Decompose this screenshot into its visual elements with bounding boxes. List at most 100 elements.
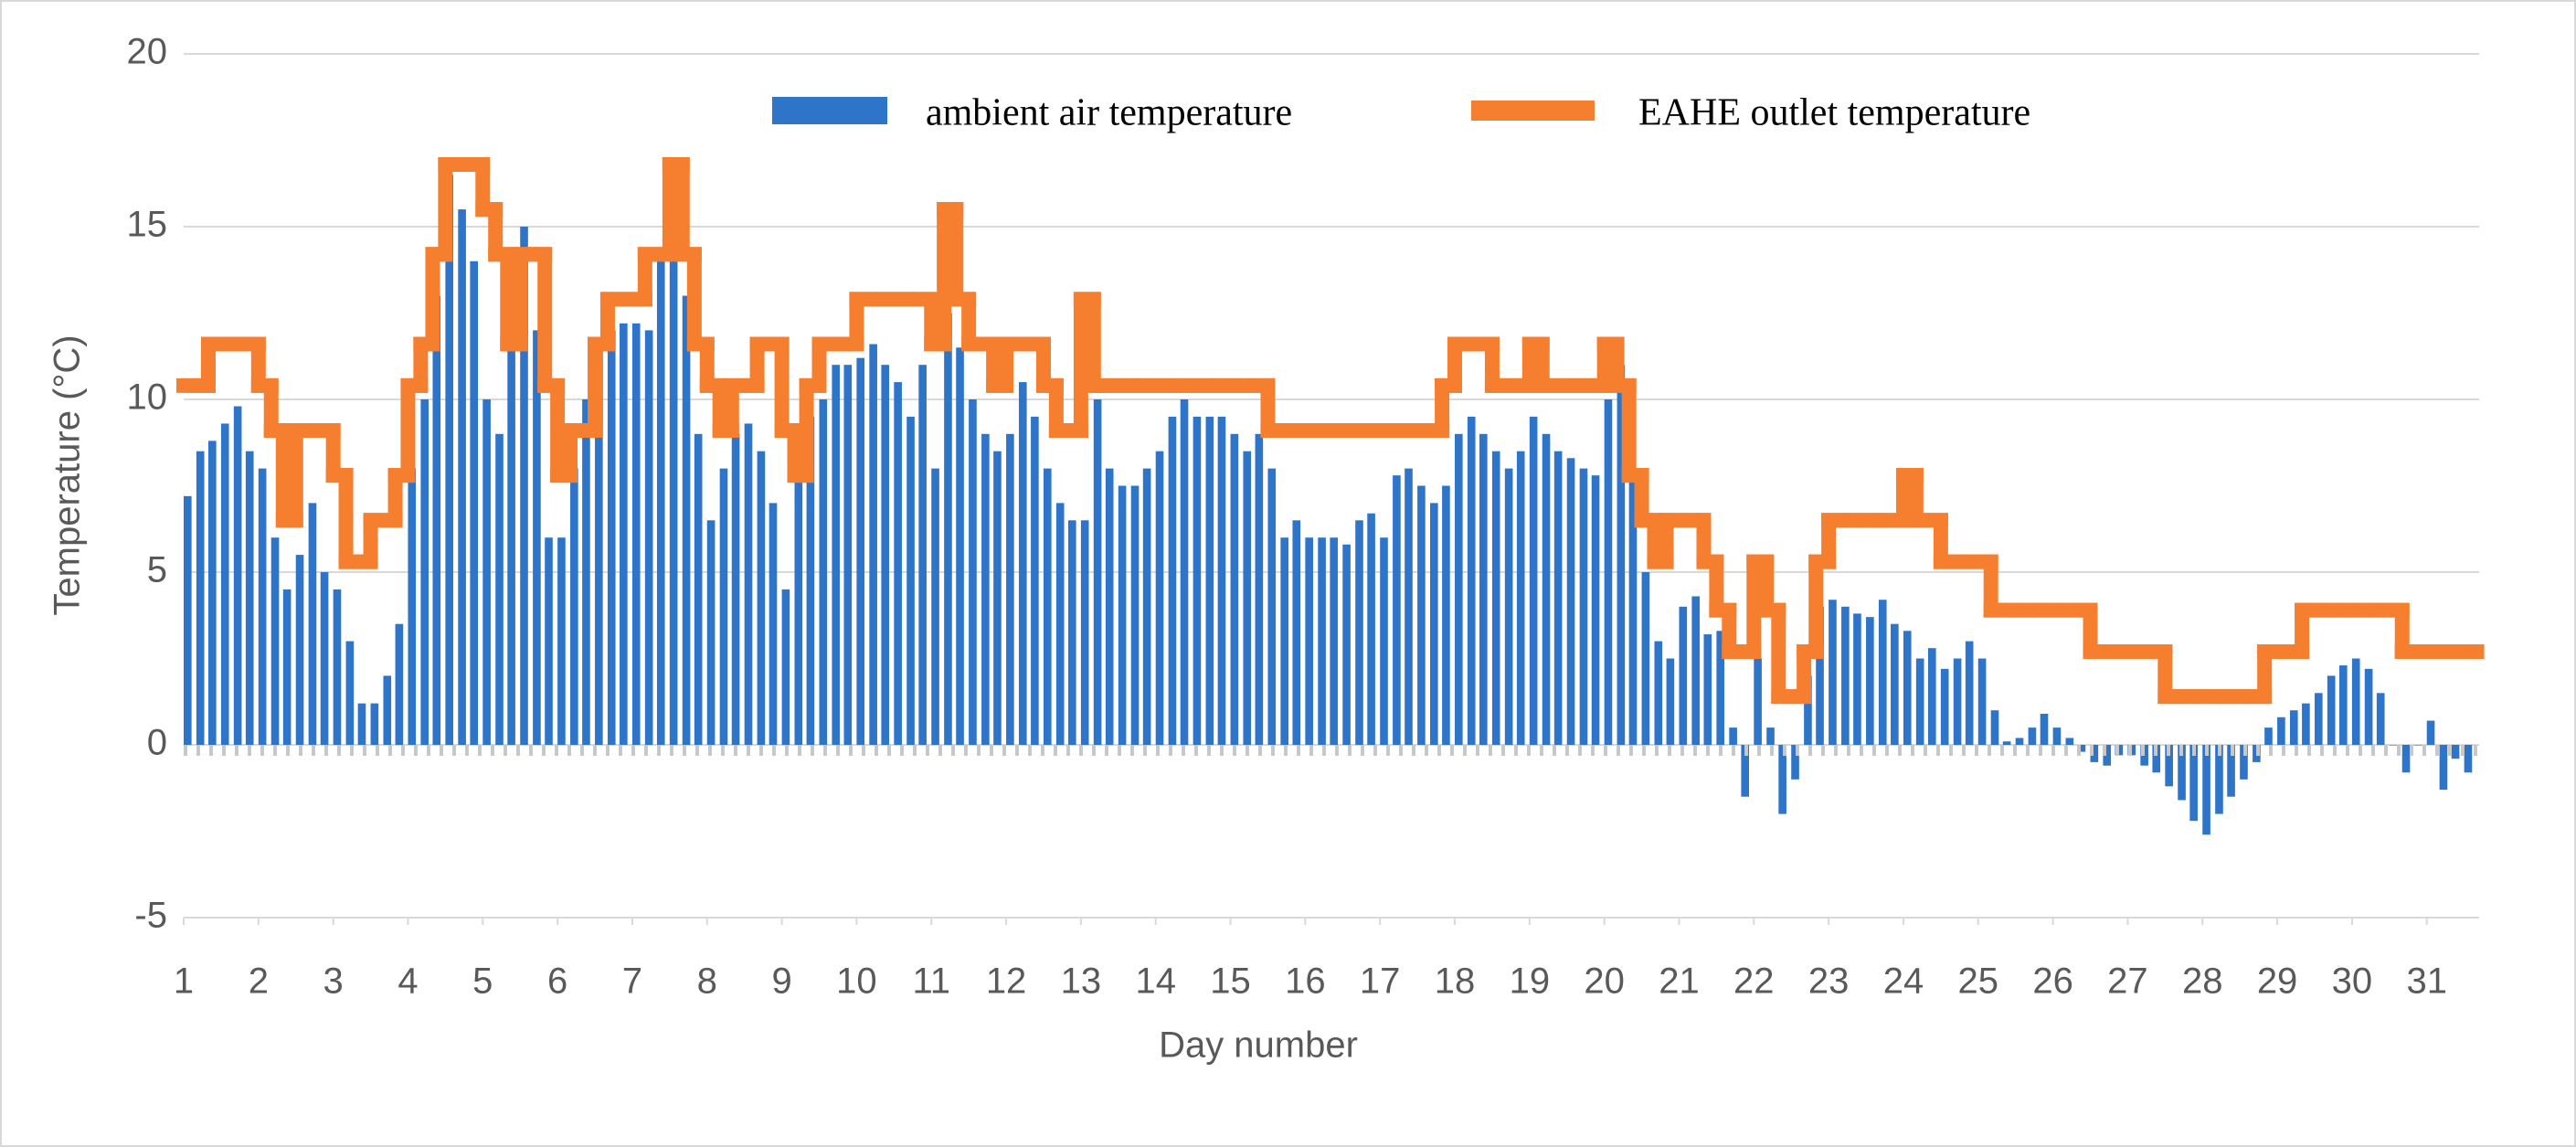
bar (2351, 658, 2360, 745)
bar (570, 468, 578, 745)
bar (2389, 745, 2398, 746)
bar (719, 468, 728, 745)
bar (1430, 503, 1438, 745)
bar (1330, 537, 1338, 745)
bar (357, 703, 366, 745)
bar (856, 357, 865, 745)
bar (1990, 710, 1999, 745)
bar (1118, 485, 1127, 745)
x-tick-label: 2 (249, 961, 269, 1002)
bar (2401, 745, 2411, 773)
x-tick-label: 29 (2257, 961, 2298, 1002)
legend-label: ambient air temperature (926, 92, 1292, 134)
bar (1380, 537, 1388, 745)
bar (918, 365, 927, 745)
bar (2002, 741, 2011, 745)
x-tick-label: 4 (398, 961, 418, 1002)
bar (507, 295, 515, 745)
bar (1891, 623, 1899, 745)
y-tick-label: 20 (127, 32, 168, 72)
bar (2090, 745, 2099, 762)
bar (1230, 433, 1239, 745)
bar (631, 323, 641, 745)
bar (1080, 520, 1089, 745)
bar (1579, 468, 1588, 745)
bar (2413, 745, 2422, 746)
x-tick-label: 27 (2107, 961, 2148, 1002)
bar (993, 451, 1002, 745)
bar (931, 468, 939, 745)
bar (956, 347, 964, 745)
bar (2065, 738, 2074, 745)
bar (1205, 416, 1214, 745)
bar (819, 399, 828, 745)
bar (2189, 745, 2198, 822)
bar (2451, 745, 2460, 759)
bar (2289, 710, 2298, 745)
bar (2015, 738, 2024, 745)
bar (969, 399, 977, 745)
bar (669, 175, 678, 746)
x-tick-label: 19 (1510, 961, 1551, 1002)
bar (1155, 451, 1164, 745)
bar (694, 433, 703, 745)
bar (881, 365, 890, 745)
x-tick-label: 1 (174, 961, 194, 1002)
bar (1816, 606, 1824, 745)
bar (1654, 641, 1663, 745)
bar (1516, 451, 1525, 745)
bar (894, 382, 902, 745)
bar (1168, 416, 1177, 745)
bar (794, 433, 803, 745)
x-tick-label: 6 (547, 961, 567, 1002)
bar (2178, 745, 2186, 801)
bar (1479, 433, 1488, 745)
bar (1791, 745, 1799, 780)
bar (1243, 451, 1252, 745)
bar (1467, 416, 1476, 745)
bar (2302, 703, 2310, 745)
bar (1093, 399, 1102, 745)
bar (1703, 634, 1712, 745)
bar (395, 623, 404, 745)
x-tick-label: 5 (472, 961, 493, 1002)
bar (582, 399, 590, 745)
legend-swatch (772, 97, 887, 124)
x-tick-label: 12 (986, 961, 1027, 1002)
x-tick-label: 10 (836, 961, 877, 1002)
x-tick-label: 21 (1659, 961, 1700, 1002)
bar (832, 365, 841, 745)
x-tick-label: 14 (1135, 961, 1176, 1002)
bar (533, 330, 541, 745)
bar (656, 260, 665, 745)
y-tick-label: 5 (147, 550, 167, 590)
bar (545, 537, 553, 745)
bar (432, 295, 441, 745)
bar (2077, 745, 2086, 752)
y-tick-label: 15 (127, 205, 168, 245)
bar (1280, 537, 1288, 745)
bar (1604, 399, 1613, 745)
bar (1193, 416, 1202, 745)
y-axis-title: Temperature (°C) (48, 335, 88, 615)
bar (1566, 458, 1575, 745)
bar (370, 703, 379, 745)
bar (1754, 658, 1762, 745)
bar (1393, 475, 1401, 745)
bar (1417, 485, 1426, 745)
bar (1691, 596, 1701, 745)
x-tick-label: 15 (1210, 961, 1251, 1002)
bar (1067, 520, 1076, 745)
x-tick-label: 18 (1435, 961, 1476, 1002)
bars (184, 175, 2473, 835)
bar (1766, 727, 1775, 745)
bar (1829, 600, 1837, 745)
bar (1529, 416, 1538, 745)
bar (408, 468, 417, 745)
bar (1267, 468, 1277, 745)
bar (2165, 745, 2173, 787)
x-tick-label: 16 (1285, 961, 1326, 1002)
bar (1804, 675, 1812, 745)
bar (2227, 745, 2235, 797)
